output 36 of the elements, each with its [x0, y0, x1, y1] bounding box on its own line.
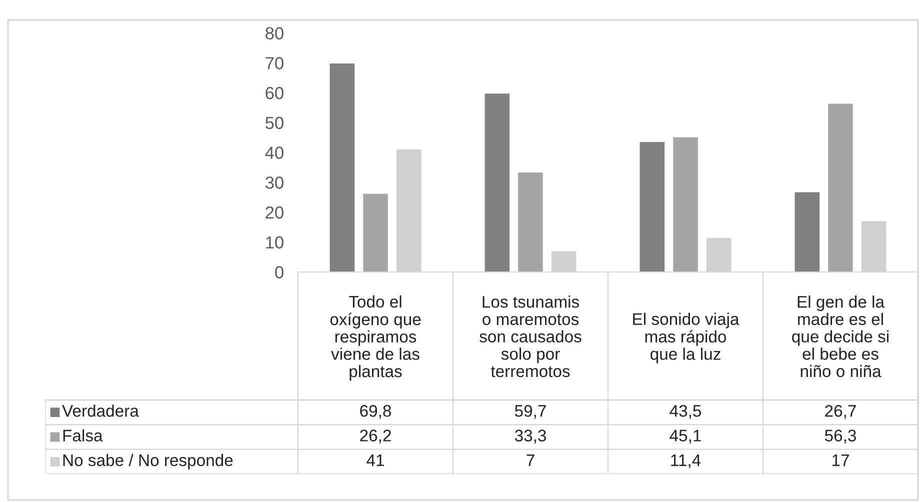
y-tick-label: 50 [265, 116, 284, 130]
x-tick-label: Los tsunamis o maremotos son causados solo por terremotos [480, 296, 582, 378]
data-label: 59,7 [514, 405, 546, 419]
y-tick-label: 0 [275, 266, 284, 278]
bar [673, 137, 698, 272]
bar [484, 94, 510, 272]
x-tick-label: El sonido viaja mas rápido que la luz [633, 312, 740, 364]
legend-label: No sabe / No responde [63, 454, 233, 470]
legend-label: Falsa [63, 429, 103, 442]
x-tick-label: Todo el oxígeno que respiramos viene de las plantas [330, 295, 421, 381]
data-label: 11,4 [671, 454, 701, 468]
data-label: 26,7 [825, 405, 856, 419]
bar [518, 172, 543, 272]
data-label: 26,2 [360, 430, 391, 444]
data-label: 43,5 [670, 405, 702, 419]
bar [363, 194, 388, 272]
bar [794, 192, 820, 272]
data-label: 41 [366, 454, 384, 466]
data-label: 45,1 [670, 430, 701, 444]
x-tick-label: El gen de la madre es el que decide si el bebe es niño o niña [792, 296, 888, 378]
legend-label: Verdadera [62, 404, 139, 417]
data-label: 17 [832, 454, 849, 466]
data-label: 56,3 [824, 430, 856, 444]
bar [640, 142, 665, 272]
data-label: 7 [526, 454, 534, 466]
data-label: 33,3 [514, 430, 546, 444]
bar [828, 104, 853, 272]
bar [330, 63, 355, 272]
y-tick-label: 40 [265, 146, 284, 159]
data-label: 69,8 [360, 405, 391, 419]
y-tick-label: 30 [265, 176, 284, 189]
y-tick-label: 80 [266, 27, 284, 40]
y-tick-label: 70 [266, 57, 284, 70]
y-tick-label: 20 [266, 206, 284, 219]
y-tick-label: 60 [266, 86, 284, 100]
y-tick-label: 10 [266, 236, 284, 249]
